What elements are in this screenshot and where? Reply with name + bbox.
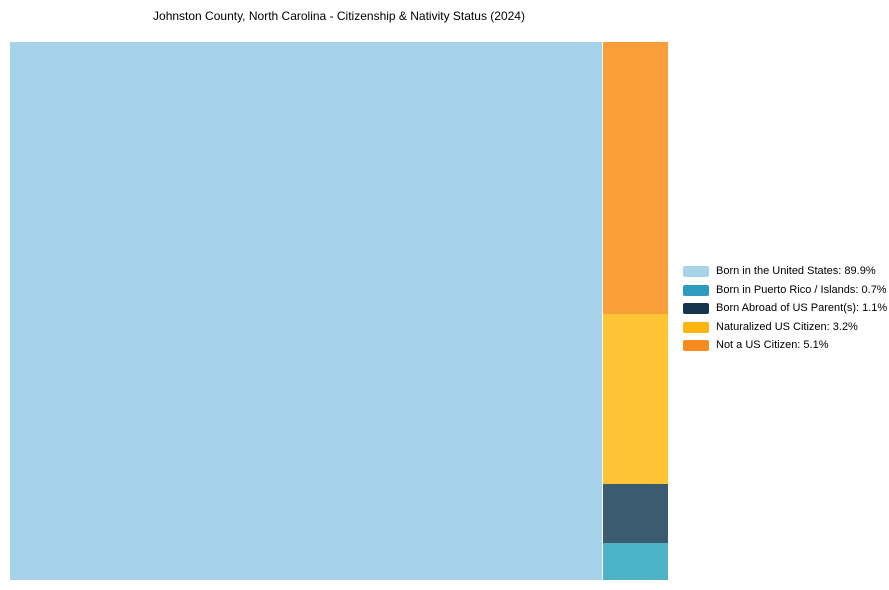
legend: Born in the United States: 89.9% Born in … (683, 266, 887, 351)
legend-item-born-in-the-united-states: Born in the United States: 89.9% (683, 266, 887, 277)
legend-swatch-icon (683, 266, 709, 277)
legend-item-naturalized-us-citizen: Naturalized US Citizen: 3.2% (683, 320, 887, 333)
treemap-tile-not-a-us-citizen (603, 42, 668, 314)
chart-title: Johnston County, North Carolina - Citize… (153, 9, 525, 23)
treemap-tile-born-abroad-of-us-parent-s (603, 484, 668, 543)
legend-swatch-icon (683, 340, 709, 351)
legend-label: Naturalized US Citizen: 3.2% (716, 320, 858, 333)
treemap-tile-naturalized-us-citizen (603, 314, 668, 484)
legend-swatch-icon (683, 303, 709, 314)
treemap-tile-born-in-the-united-states (10, 42, 602, 580)
legend-item-born-abroad-of-us-parent-s: Born Abroad of US Parent(s): 1.1% (683, 303, 887, 314)
legend-label: Not a US Citizen: 5.1% (716, 339, 829, 351)
legend-swatch-icon (683, 321, 709, 333)
legend-label: Born in the United States: 89.9% (716, 265, 876, 277)
legend-item-not-a-us-citizen: Not a US Citizen: 5.1% (683, 340, 887, 351)
legend-swatch-icon (683, 284, 709, 296)
legend-label: Born in Puerto Rico / Islands: 0.7% (716, 283, 887, 296)
treemap-tile-born-in-puerto-rico-islands (603, 543, 668, 580)
legend-item-born-in-puerto-rico-islands: Born in Puerto Rico / Islands: 0.7% (683, 283, 887, 296)
legend-label: Born Abroad of US Parent(s): 1.1% (716, 302, 888, 314)
treemap-plot (10, 42, 668, 580)
